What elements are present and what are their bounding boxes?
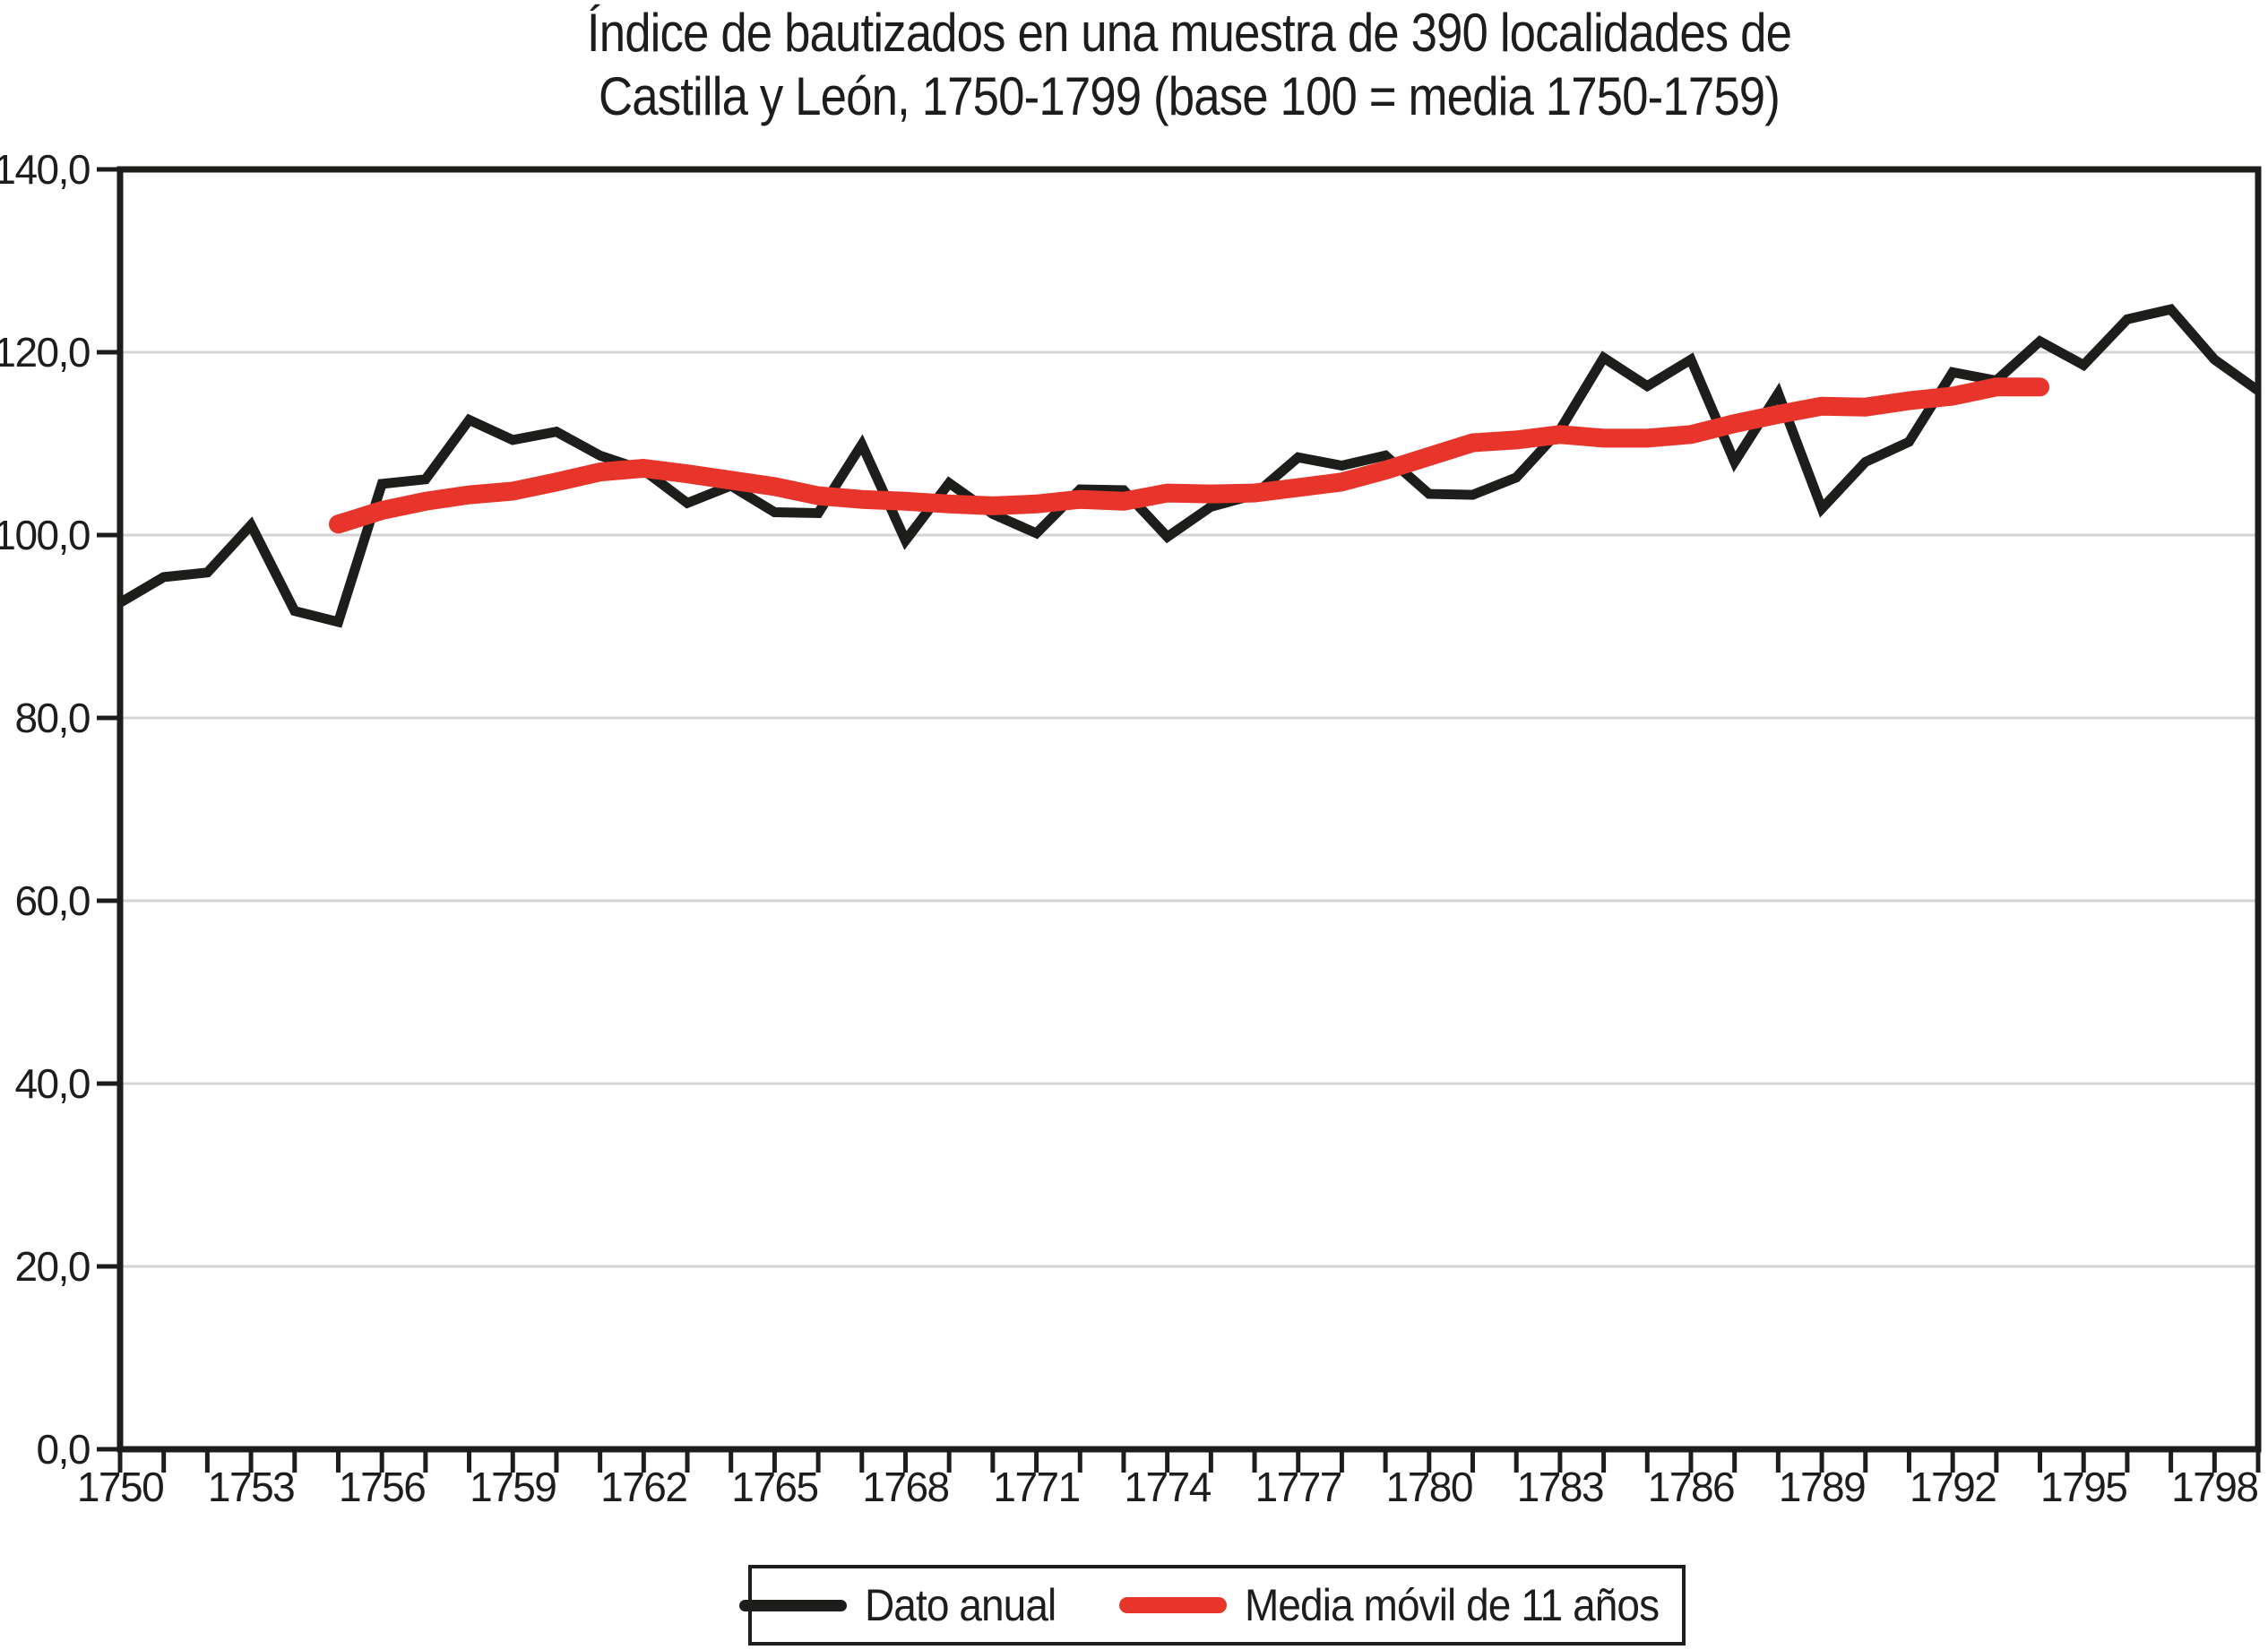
x-axis-tick-label: 1789 <box>1779 1464 1865 1510</box>
y-axis-tick-label: 60,0 <box>14 877 90 924</box>
x-axis-tick-label: 1753 <box>208 1464 294 1510</box>
y-axis-tick-label: 120,0 <box>0 329 90 376</box>
y-axis-tick-label: 0,0 <box>37 1426 90 1473</box>
x-axis-tick-label: 1795 <box>2040 1464 2126 1510</box>
chart-title: Índice de bautizados en una muestra de 3… <box>248 2 2130 129</box>
x-axis-tick-label: 1768 <box>862 1464 948 1510</box>
media-movil-line-swatch <box>1118 1597 1227 1613</box>
x-axis-tick-label: 1756 <box>339 1464 425 1510</box>
legend-item-dato-anual: Dato anual <box>738 1579 1073 1631</box>
dato-anual-line <box>117 303 2262 628</box>
x-axis-tick-label: 1777 <box>1255 1464 1341 1510</box>
media-movil-line <box>329 377 2049 534</box>
x-axis-tick-label: 1780 <box>1386 1464 1472 1510</box>
plot-border <box>116 166 2262 1453</box>
x-axis-tick-label: 1798 <box>2171 1464 2257 1510</box>
dato-anual-line-swatch <box>738 1599 847 1611</box>
legend-label-media-movil: Media móvil de 11 años <box>1244 1580 1660 1630</box>
x-axis-tick-label: 1762 <box>600 1464 686 1510</box>
y-axis-tick-label: 140,0 <box>0 146 90 193</box>
y-axis-tick-label: 20,0 <box>14 1243 90 1290</box>
x-axis-tick-label: 1786 <box>1648 1464 1734 1510</box>
x-axis-tick-label: 1792 <box>1910 1464 1996 1510</box>
legend-label-dato-anual: Dato anual <box>864 1580 1056 1630</box>
y-axis-tick-label: 80,0 <box>14 695 90 741</box>
legend: Dato anual Media móvil de 11 años <box>738 1565 1686 1646</box>
chart-title-line2: Castilla y León, 1750-1799 (base 100 = m… <box>598 65 1781 126</box>
y-axis-tick-label: 100,0 <box>0 512 90 558</box>
x-axis-tick-label: 1774 <box>1124 1464 1211 1510</box>
legend-item-media-movil: Media móvil de 11 años <box>1118 1579 1695 1631</box>
y-axis-tick-label: 40,0 <box>14 1060 90 1107</box>
x-axis-tick-label: 1771 <box>993 1464 1079 1510</box>
x-axis-tick-label: 1750 <box>77 1464 163 1510</box>
x-axis-tick-label: 1783 <box>1517 1464 1603 1510</box>
x-axis-tick-label: 1765 <box>731 1464 817 1510</box>
x-axis-tick-label: 1759 <box>470 1464 556 1510</box>
chart-title-line1: Índice de bautizados en una muestra de 3… <box>586 3 1792 63</box>
